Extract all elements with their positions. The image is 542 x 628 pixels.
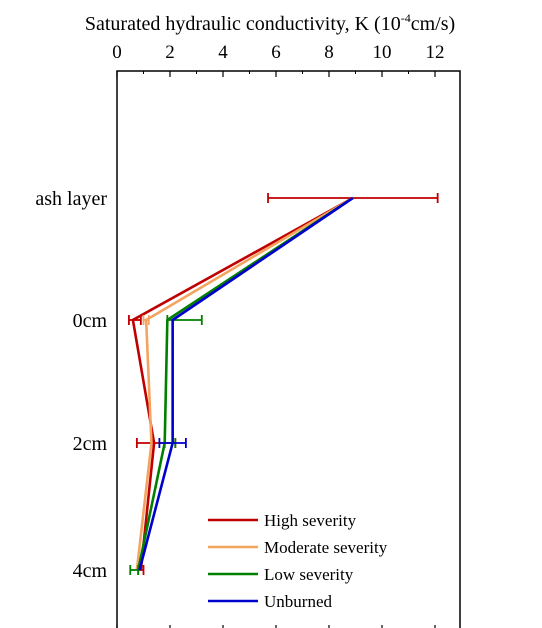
y-category-label: ash layer [35, 188, 107, 210]
series-layer [128, 193, 439, 575]
x-axis-ticks: 0 2 4 6 8 10 12 [112, 42, 445, 628]
legend-label: Moderate severity [264, 538, 388, 557]
y-category-label: 4cm [73, 560, 108, 582]
chart-title-tail: cm/s) [411, 13, 455, 35]
x-tick-label: 6 [271, 42, 281, 63]
y-category-label: 2cm [73, 433, 108, 455]
plot-frame [116, 70, 461, 628]
chart-title: Saturated hydraulic conductivity, K (10-… [85, 11, 455, 35]
legend: High severity Moderate severity Low severi… [208, 511, 388, 611]
chart-title-main: Saturated hydraulic conductivity, K (10 [85, 13, 401, 35]
x-tick-label: 8 [324, 42, 334, 63]
y-axis-labels: ash layer 0cm 2cm 4cm [35, 188, 107, 582]
legend-label: Low severity [264, 565, 354, 584]
series-line [136, 196, 354, 571]
series-line [135, 196, 354, 571]
x-tick-label: 12 [426, 42, 445, 63]
chart-title-sup: -4 [401, 11, 411, 25]
series-line [138, 196, 354, 571]
x-tick-label: 0 [112, 42, 122, 63]
legend-label: High severity [264, 511, 357, 530]
x-tick-label: 2 [165, 42, 175, 63]
x-tick-label: 10 [373, 42, 392, 63]
series-line [131, 196, 354, 571]
series-unburned [138, 196, 354, 571]
x-tick-label: 4 [218, 42, 228, 63]
legend-label: Unburned [264, 592, 332, 611]
series-moderate-severity [135, 196, 354, 571]
y-category-label: 0cm [73, 310, 108, 332]
